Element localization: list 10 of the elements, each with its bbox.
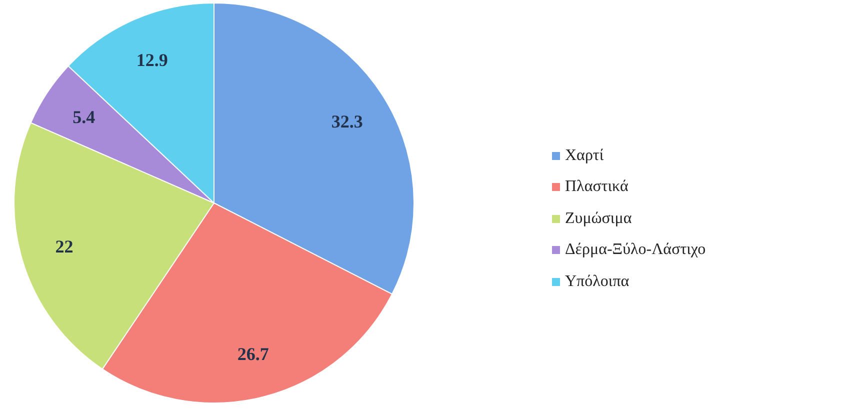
legend-label: Δέρμα-Ξύλο-Λάστιχο [565, 241, 706, 260]
legend-label: Χαρτί [565, 146, 604, 165]
legend-label: Ζυμώσιμα [565, 210, 632, 228]
legend-label: Υπόλοιπα [565, 272, 630, 291]
data-label: 12.9 [136, 50, 168, 70]
data-label: 26.7 [237, 344, 269, 364]
data-label: 22 [55, 236, 74, 257]
data-label: 32.3 [331, 112, 363, 132]
data-label: 5.4 [72, 107, 96, 128]
legend-label: Πλαστικά [565, 178, 628, 196]
